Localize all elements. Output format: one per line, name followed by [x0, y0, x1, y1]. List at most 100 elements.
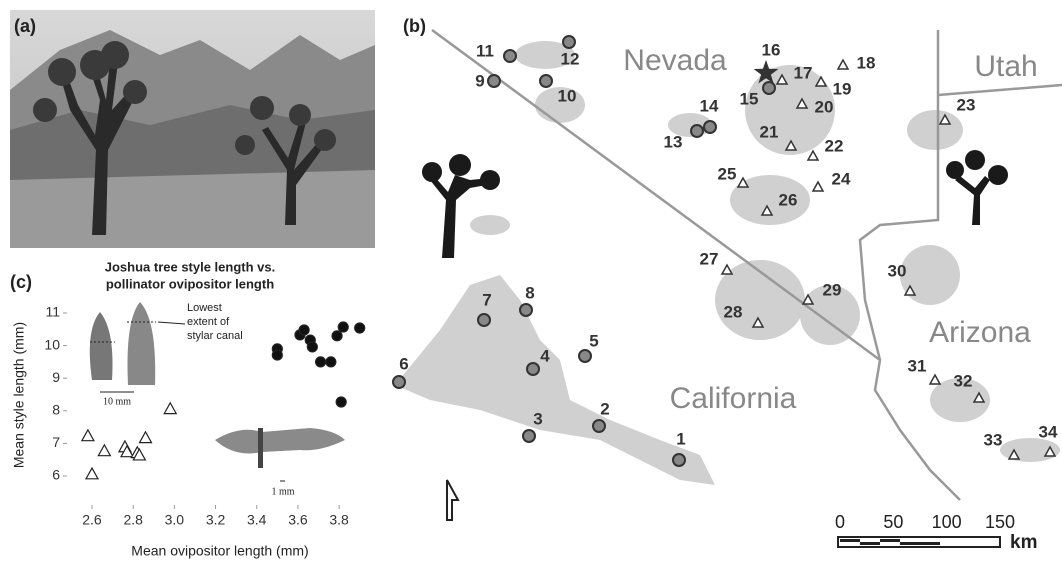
- site-label: 21: [760, 122, 779, 141]
- site-label: 7: [482, 290, 491, 309]
- x-tick-label: 2.6: [82, 512, 102, 528]
- scale-tick-label: 0: [835, 512, 845, 532]
- site-marker: [1043, 445, 1057, 457]
- x-tick-label: 3.6: [288, 512, 308, 528]
- site-marker: [836, 58, 850, 70]
- site-marker: [736, 176, 750, 188]
- y-tick-label: 8: [52, 401, 60, 417]
- site-label: 4: [540, 346, 550, 365]
- point: [325, 356, 337, 368]
- site-marker: [1007, 448, 1021, 460]
- chart-title: pollinator ovipositor length: [106, 276, 274, 291]
- scale-bar: [837, 536, 1001, 548]
- site-label: 18: [857, 53, 876, 72]
- site-label: 33: [984, 430, 1003, 449]
- point: [298, 324, 310, 336]
- site-marker: [938, 113, 952, 125]
- point: [314, 356, 327, 368]
- point: [80, 428, 95, 442]
- site-label: 1: [676, 429, 685, 448]
- region-label: Utah: [974, 50, 1037, 83]
- inset-images: [89, 302, 345, 482]
- region-label: Arizona: [929, 316, 1031, 349]
- site-label: 12: [561, 49, 580, 68]
- site-marker: [562, 35, 576, 49]
- point: [354, 322, 366, 334]
- site-marker: [578, 349, 592, 363]
- point: [132, 447, 147, 461]
- point: [335, 396, 347, 408]
- x-tick-label: 3.4: [247, 512, 267, 528]
- site-marker: [795, 97, 809, 109]
- site-label: 15: [740, 89, 759, 108]
- site-label: 14: [700, 96, 719, 115]
- region-label: Nevada: [623, 44, 727, 77]
- site-marker: [811, 180, 825, 192]
- point: [119, 444, 135, 458]
- site-label: 3: [533, 409, 542, 428]
- site-label: 23: [957, 95, 976, 114]
- point: [331, 330, 343, 342]
- site-label: 25: [718, 164, 737, 183]
- site-label: 29: [823, 280, 842, 299]
- y-tick-label: 10: [44, 336, 60, 352]
- photo: [10, 10, 375, 248]
- scale-tick-label: 50: [883, 512, 903, 532]
- site-label: 19: [833, 79, 852, 98]
- site-label: 10: [558, 86, 577, 105]
- region-label: California: [670, 382, 797, 415]
- site-marker: [690, 124, 704, 138]
- site-marker: [522, 429, 536, 443]
- site-label: 16: [762, 40, 781, 59]
- panel-label: (b): [403, 16, 426, 36]
- y-axis-label: Mean style length (mm): [11, 322, 27, 468]
- site-marker: [784, 139, 798, 151]
- site-marker: [775, 73, 789, 85]
- site-label: 31: [908, 356, 927, 375]
- x-axis-label: Mean ovipositor length (mm): [131, 543, 308, 559]
- site-label: 20: [815, 97, 834, 116]
- site-label: 30: [888, 261, 907, 280]
- site-label: 11: [476, 41, 494, 60]
- tree-icon: [422, 150, 1008, 258]
- scale-unit: km: [1010, 532, 1037, 553]
- site-marker: [720, 263, 734, 275]
- panel-label: (a): [14, 16, 36, 36]
- site-label: 32: [954, 371, 973, 390]
- annotation: stylar canal: [187, 330, 243, 342]
- point: [271, 349, 283, 361]
- site-marker: [928, 373, 942, 385]
- site-marker: [539, 74, 553, 88]
- site-marker: [703, 120, 717, 134]
- point: [138, 430, 153, 444]
- site-marker: [903, 284, 917, 296]
- site-marker: [477, 313, 491, 327]
- site-label: 24: [832, 169, 851, 188]
- site-marker: [806, 149, 820, 161]
- chart-title: Joshua tree style length vs.: [105, 259, 276, 274]
- annotation: extent of: [187, 316, 230, 328]
- site-label: 27: [700, 249, 719, 268]
- y-tick-label: 6: [52, 467, 60, 483]
- site-marker: [592, 419, 606, 433]
- x-tick-label: 3.2: [206, 512, 226, 528]
- point: [84, 466, 100, 480]
- scale-label: 1 mm: [271, 486, 294, 497]
- site-marker: [526, 362, 540, 376]
- x-tick-label: 3.0: [165, 512, 185, 528]
- site-label: 22: [825, 136, 844, 155]
- site-label: 5: [589, 331, 598, 350]
- site-marker: [762, 81, 776, 95]
- site-marker: [814, 75, 828, 87]
- site-marker: [672, 453, 686, 467]
- panel-label: (c): [10, 272, 32, 292]
- site-label: 28: [724, 302, 743, 321]
- site-marker: [392, 375, 406, 389]
- site-marker: [753, 60, 779, 84]
- x-tick-label: 3.8: [329, 512, 349, 528]
- scale-tick-label: 100: [932, 512, 962, 532]
- site-marker: [760, 204, 774, 216]
- point: [97, 443, 112, 457]
- site-marker: [503, 49, 517, 63]
